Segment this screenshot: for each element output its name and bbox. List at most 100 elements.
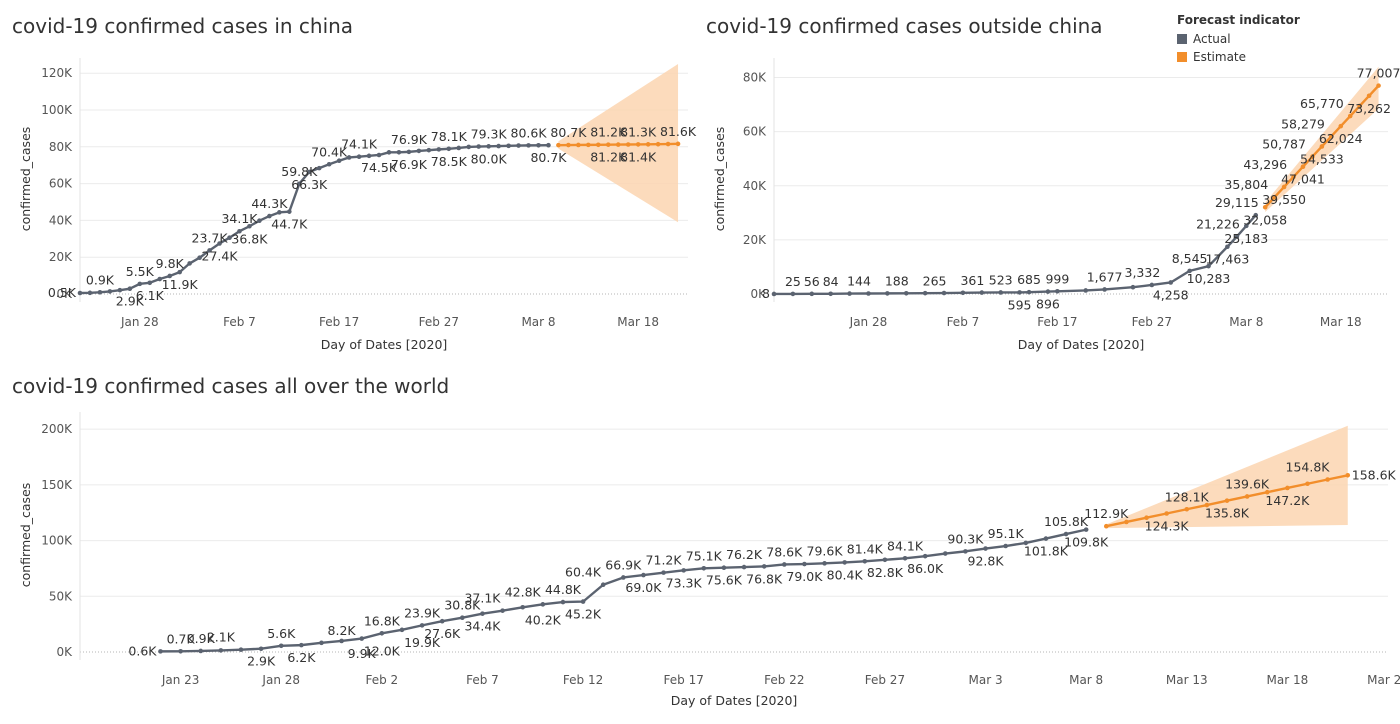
data-point-actual: [902, 555, 908, 561]
data-point-estimate: [566, 142, 571, 148]
x-tick-label: Jan 28: [849, 315, 888, 329]
data-point-actual: [809, 291, 815, 297]
data-point-actual: [257, 218, 262, 224]
y-tick-label: 80K: [49, 140, 73, 154]
data-point-actual: [1026, 289, 1032, 295]
data-label: 523: [989, 273, 1013, 288]
legend-label-actual: Actual: [1193, 32, 1231, 46]
chart-title: covid-19 confirmed cases all over the wo…: [12, 374, 450, 398]
data-point-estimate: [625, 142, 631, 147]
data-label: 12.0K: [364, 644, 401, 659]
chart-outside-china: covid-19 confirmed cases outside china 0…: [700, 0, 1400, 362]
data-label: 158.6K: [1352, 467, 1397, 482]
data-label: 76.9K: [391, 157, 428, 172]
x-tick-label: Feb 7: [466, 673, 499, 687]
data-label: 34.1K: [221, 211, 258, 226]
data-point-actual: [847, 291, 852, 296]
data-point-actual: [882, 557, 888, 563]
data-point-actual: [87, 290, 93, 296]
data-label: 29,115: [1215, 195, 1259, 210]
data-point-actual: [399, 627, 405, 633]
data-point-actual: [137, 281, 143, 287]
data-point-actual: [1253, 212, 1259, 218]
data-point-actual: [1003, 543, 1008, 549]
data-label: 39,550: [1262, 192, 1306, 207]
data-label: 999: [1045, 271, 1069, 286]
data-point-actual: [922, 290, 928, 296]
x-tick-label: Jan 23: [161, 673, 200, 687]
data-point-actual: [439, 618, 445, 624]
data-point-actual: [1083, 527, 1089, 532]
data-point-actual: [356, 154, 362, 160]
legend-label-estimate: Estimate: [1193, 50, 1247, 64]
data-label: 50,787: [1262, 137, 1306, 152]
data-point-actual: [516, 143, 521, 148]
data-label: 896: [1036, 297, 1060, 312]
data-label: 81.3K: [620, 124, 657, 139]
y-tick-label: 60K: [743, 125, 767, 139]
data-point-estimate: [1103, 523, 1109, 529]
data-label: 361: [960, 273, 984, 288]
data-label: 80.4K: [827, 567, 864, 582]
data-label: 5.6K: [267, 626, 296, 641]
data-point-estimate: [586, 142, 591, 148]
data-point-estimate: [645, 142, 651, 147]
data-label: 32,058: [1243, 212, 1287, 227]
data-point-actual: [782, 562, 787, 567]
data-point-actual: [546, 142, 551, 148]
data-label: 74.5K: [361, 160, 398, 175]
data-point-actual: [406, 149, 412, 155]
data-point-actual: [942, 551, 948, 556]
data-point-estimate: [1345, 472, 1351, 478]
data-point-actual: [1225, 244, 1230, 250]
data-point-actual: [178, 648, 183, 654]
data-point-estimate: [1144, 515, 1149, 521]
data-point-actual: [1168, 280, 1174, 285]
data-point-actual: [862, 559, 868, 564]
legend-item-actual[interactable]: Actual: [1177, 30, 1300, 48]
x-tick-label: Mar 8: [521, 315, 555, 329]
data-point-actual: [885, 291, 890, 296]
data-point-actual: [741, 564, 747, 570]
data-label: 86.0K: [907, 561, 944, 576]
y-tick-label: 80K: [743, 71, 767, 85]
data-label: 95.1K: [988, 526, 1025, 541]
data-point-actual: [486, 144, 491, 149]
data-label: 82.8K: [867, 565, 904, 580]
data-label: 45.2K: [565, 607, 602, 622]
data-label: 81.2K: [590, 125, 627, 140]
data-label: 27.4K: [202, 249, 239, 264]
data-point-actual: [1187, 268, 1192, 274]
data-label: 109.8K: [1064, 535, 1109, 550]
data-label: 43,296: [1243, 157, 1287, 172]
data-label: 80.7K: [530, 150, 567, 165]
data-point-estimate: [1204, 502, 1210, 508]
data-point-estimate: [1184, 506, 1190, 512]
chart-china-plot: 0K 20K 40K 60K 80K 100K 120K Jan 28 Feb 7 Feb 17 F…: [18, 58, 697, 352]
data-point-estimate: [1281, 184, 1287, 190]
data-point-actual: [77, 290, 83, 296]
data-label: 37.1K: [464, 591, 501, 606]
data-label: 44.3K: [251, 196, 288, 211]
data-label: 75.6K: [706, 573, 743, 588]
data-label: 42.8K: [505, 584, 542, 599]
data-label: 70.4K: [311, 144, 348, 159]
data-label: 84.1K: [887, 538, 924, 553]
data-label: 40.2K: [525, 612, 562, 627]
data-point-estimate: [1285, 485, 1290, 491]
data-label: 90.3K: [947, 531, 984, 546]
data-label: 265: [923, 273, 947, 288]
chart-china: covid-19 confirmed cases in china 0K 20K 4…: [0, 0, 700, 362]
data-point-actual: [500, 608, 505, 613]
data-point-actual: [267, 213, 272, 219]
data-label: 30.8K: [444, 598, 481, 613]
legend-item-estimate[interactable]: Estimate: [1177, 48, 1300, 66]
y-tick-label: 100K: [41, 103, 73, 117]
data-point-estimate: [1272, 194, 1277, 200]
chart-title: covid-19 confirmed cases outside china: [706, 14, 1103, 38]
y-tick-label: 100K: [41, 534, 73, 548]
data-point-estimate: [635, 142, 641, 147]
data-label: 73.3K: [666, 575, 703, 590]
data-point-estimate: [1376, 83, 1381, 88]
data-point-actual: [336, 158, 342, 164]
